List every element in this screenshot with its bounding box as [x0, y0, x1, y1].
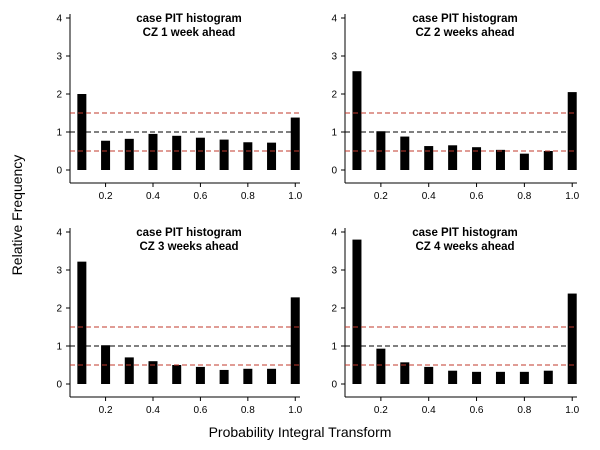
y-tick-label: 3: [331, 52, 337, 63]
x-tick-label: 0.6: [193, 405, 207, 416]
histogram-bar: [148, 361, 158, 384]
histogram-bar: [543, 370, 553, 384]
histogram-bar: [77, 261, 87, 384]
y-tick-label: 0: [331, 166, 337, 177]
panel-2: 0 1 2 3 4 0.2 0.4 0.6 0.8 1.0 case PIT histogram CZ…: [331, 13, 579, 202]
x-tick-label: 0.2: [99, 405, 113, 416]
histogram-bar: [195, 366, 205, 384]
histogram-bar: [472, 371, 482, 384]
y-tick-label: 3: [331, 266, 337, 277]
histogram-bar: [290, 297, 300, 384]
histogram-bar: [424, 366, 434, 384]
y-tick-label: 1: [331, 342, 337, 353]
histogram-bar: [448, 370, 458, 384]
y-tick-label: 1: [56, 342, 62, 353]
panel-title: case PIT histogram: [412, 13, 517, 25]
x-tick-label: 0.6: [470, 405, 484, 416]
histogram-bar: [101, 140, 111, 170]
panel-subtitle: CZ 1 week ahead: [143, 27, 236, 39]
histogram-bar: [352, 71, 362, 170]
panel-4: 0 1 2 3 4 0.2 0.4 0.6 0.8 1.0 case PIT histogram CZ…: [331, 227, 579, 416]
y-tick-label: 2: [56, 304, 62, 315]
histogram-bar: [495, 149, 505, 170]
panel-3: 0 1 2 3 4 0.2 0.4 0.6 0.8 1.0 case PIT histogram CZ…: [56, 227, 302, 416]
x-tick-label: 0.8: [241, 191, 255, 202]
y-tick-label: 1: [56, 128, 62, 139]
y-tick-label: 1: [331, 128, 337, 139]
histogram-bar: [424, 146, 434, 170]
y-tick-label: 4: [331, 14, 337, 25]
y-tick-label: 2: [331, 304, 337, 315]
y-tick-label: 0: [56, 380, 62, 391]
x-tick-label: 0.4: [146, 405, 160, 416]
y-tick-label: 4: [56, 14, 62, 25]
panel-1: 0 1 2 3 4 0.2 0.4 0.6 0.8 1.0 case PIT histogram CZ…: [56, 13, 302, 202]
x-tick-label: 0.8: [241, 405, 255, 416]
x-tick-label: 0.6: [193, 191, 207, 202]
x-tick-label: 0.2: [99, 191, 113, 202]
histogram-bar: [472, 147, 482, 170]
x-tick-label: 0.2: [374, 191, 388, 202]
histogram-bar: [219, 139, 229, 170]
x-tick-label: 0.8: [517, 191, 531, 202]
histogram-bar: [400, 362, 410, 384]
histogram-bar: [352, 239, 362, 384]
x-tick-label: 0.2: [374, 405, 388, 416]
panel-subtitle: CZ 4 weeks ahead: [415, 241, 514, 253]
y-tick-label: 4: [331, 228, 337, 239]
figure-x-axis-label: Probability Integral Transform: [209, 424, 392, 440]
histogram-bar: [124, 357, 134, 384]
histogram-bar: [543, 151, 553, 170]
panel-subtitle: CZ 2 weeks ahead: [415, 27, 514, 39]
histogram-bar: [567, 92, 577, 170]
histogram-bar: [124, 138, 134, 170]
panel-title: case PIT histogram: [136, 13, 241, 25]
histogram-bar: [567, 293, 577, 384]
x-tick-label: 1.0: [565, 191, 579, 202]
histogram-bar: [400, 136, 410, 170]
figure-y-axis-label: Relative Frequency: [9, 155, 25, 276]
panels-group: 0 1 2 3 4 0.2 0.4 0.6 0.8 1.0 case PIT histogram CZ…: [56, 13, 579, 416]
histogram-bar: [148, 133, 158, 170]
y-tick-label: 2: [331, 90, 337, 101]
histogram-bar: [172, 135, 182, 170]
x-tick-label: 0.4: [422, 405, 436, 416]
panel-title: case PIT histogram: [412, 227, 517, 239]
y-tick-label: 2: [56, 90, 62, 101]
panel-title: case PIT histogram: [136, 227, 241, 239]
y-tick-label: 0: [331, 380, 337, 391]
histogram-bar: [519, 371, 529, 384]
y-tick-label: 0: [56, 166, 62, 177]
histogram-bar: [448, 145, 458, 170]
x-tick-label: 1.0: [288, 191, 302, 202]
histogram-bar: [495, 371, 505, 384]
y-tick-label: 3: [56, 266, 62, 277]
histogram-bar: [243, 368, 253, 384]
panel-subtitle: CZ 3 weeks ahead: [139, 241, 238, 253]
x-tick-label: 0.8: [517, 405, 531, 416]
histogram-bar: [172, 365, 182, 384]
x-tick-label: 0.4: [146, 191, 160, 202]
histogram-bar: [243, 142, 253, 170]
y-tick-label: 3: [56, 52, 62, 63]
histogram-bar: [267, 368, 277, 384]
y-tick-label: 4: [56, 228, 62, 239]
x-tick-label: 0.6: [470, 191, 484, 202]
histogram-bar: [519, 153, 529, 170]
histogram-bar: [195, 137, 205, 170]
x-tick-label: 0.4: [422, 191, 436, 202]
histogram-bar: [219, 369, 229, 384]
histogram-bar: [376, 348, 386, 384]
x-tick-label: 1.0: [565, 405, 579, 416]
x-tick-label: 1.0: [288, 405, 302, 416]
histogram-bar: [267, 142, 277, 170]
histogram-bar: [290, 117, 300, 170]
